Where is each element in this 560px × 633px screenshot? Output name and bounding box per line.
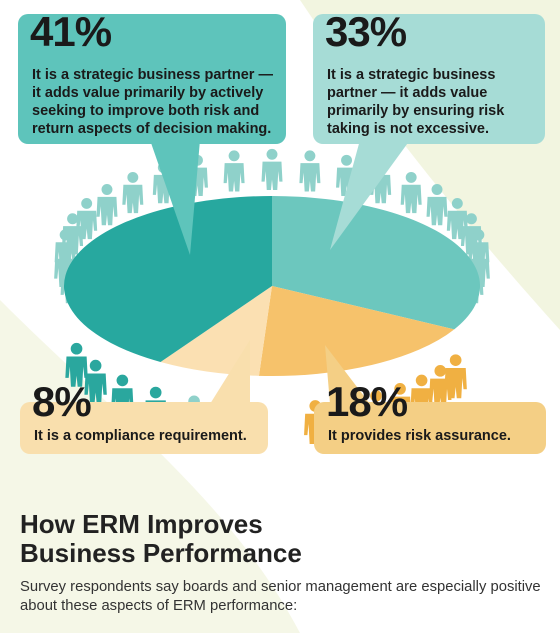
pie-slice-33 bbox=[272, 196, 480, 330]
section-heading: How ERM Improves Business Performance bbox=[20, 510, 540, 568]
person-icon bbox=[444, 354, 467, 399]
callout-41-value: 41% bbox=[30, 8, 112, 55]
callout-33-tail bbox=[330, 140, 410, 250]
person-icon bbox=[261, 148, 283, 190]
pie-slice-41 bbox=[63, 196, 272, 362]
callout-8-percent: 8% It is a compliance requirement. bbox=[20, 378, 268, 454]
person-icon bbox=[400, 171, 422, 214]
person-icon bbox=[122, 171, 144, 214]
person-icon bbox=[299, 150, 321, 192]
person-icon bbox=[96, 184, 118, 226]
callout-8-text: It is a compliance requirement. bbox=[34, 428, 247, 444]
person-icon bbox=[76, 197, 98, 240]
person-icon bbox=[65, 342, 88, 387]
person-icon bbox=[62, 213, 84, 255]
pie-slices bbox=[63, 196, 480, 376]
person-icon bbox=[84, 359, 107, 404]
callout-33-value: 33% bbox=[325, 8, 407, 55]
person-icon bbox=[223, 150, 245, 192]
callout-41-tail bbox=[150, 140, 200, 255]
callout-8-tail bbox=[210, 340, 250, 404]
callout-18-text: It provides risk assurance. bbox=[328, 428, 511, 444]
heading-line-2: Business Performance bbox=[20, 538, 302, 568]
heading-line-1: How ERM Improves bbox=[20, 509, 263, 539]
person-icon bbox=[426, 184, 448, 226]
callout-33-text: It is a strategic business partner — it … bbox=[327, 67, 505, 137]
callout-33-percent: 33% It is a strategic business partner —… bbox=[313, 8, 545, 144]
callout-pointers bbox=[150, 140, 410, 404]
callout-8-value: 8% bbox=[32, 378, 92, 425]
callout-41-text: It is a strategic business partner — it … bbox=[32, 67, 273, 137]
section-subtitle: Survey respondents say boards and senior… bbox=[20, 579, 541, 614]
callout-18-value: 18% bbox=[326, 378, 408, 425]
callout-18-tail bbox=[325, 345, 370, 404]
callout-41-percent: 41% It is a strategic business partner —… bbox=[18, 8, 286, 144]
pie-slice-18 bbox=[258, 286, 455, 376]
callout-18-percent: 18% It provides risk assurance. bbox=[314, 378, 546, 454]
